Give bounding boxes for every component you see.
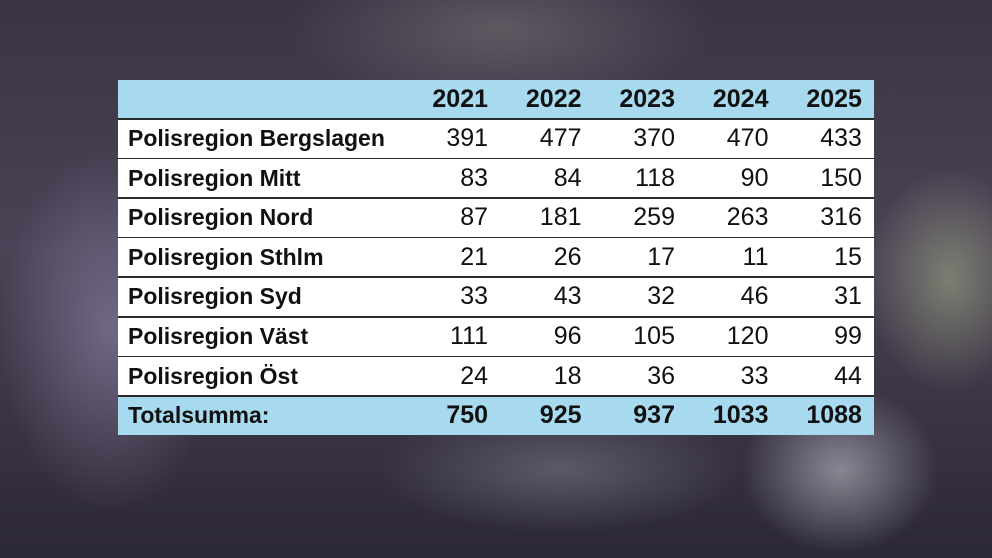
data-row: Polisregion Mitt 83 84 118 90 150 xyxy=(118,159,874,198)
table: 2021 2022 2023 2024 2025 Polisregion Bergslag… xyxy=(118,80,874,435)
cell-value: 1033 xyxy=(712,401,769,430)
row-label: Polisregion Bergslagen xyxy=(128,125,385,152)
cell-value: 33 xyxy=(740,361,769,390)
year-header: 2025 xyxy=(806,84,862,113)
data-row: Polisregion Nord 87 181 259 263 316 xyxy=(118,198,874,237)
cell-value: 84 xyxy=(553,163,582,192)
cell-value: 118 xyxy=(635,163,675,192)
cell-value: 26 xyxy=(553,242,582,271)
total-row: Totalsumma: 750 925 937 1033 1088 xyxy=(118,396,874,435)
cell-value: 11 xyxy=(742,242,769,271)
cell-value: 87 xyxy=(460,203,489,232)
data-row: Polisregion Syd 33 43 32 46 31 xyxy=(118,277,874,316)
cell-value: 31 xyxy=(834,282,862,311)
row-label: Polisregion Öst xyxy=(128,362,298,389)
data-row: Polisregion Väst 111 96 105 120 99 xyxy=(118,317,874,356)
cell-value: 17 xyxy=(647,242,675,271)
row-label: Totalsumma: xyxy=(128,402,270,429)
cell-value: 316 xyxy=(820,203,862,232)
year-header: 2021 xyxy=(432,84,489,113)
cell-value: 470 xyxy=(726,124,769,153)
year-header: 2024 xyxy=(712,84,769,113)
year-header: 2022 xyxy=(525,84,582,113)
cell-value: 90 xyxy=(740,163,769,192)
cell-value: 750 xyxy=(446,401,489,430)
cell-value: 43 xyxy=(553,282,582,311)
row-label: Polisregion Syd xyxy=(128,283,302,310)
data-row: Polisregion Bergslagen 391 477 370 470 433 xyxy=(118,119,874,158)
cell-value: 36 xyxy=(647,361,675,390)
cell-value: 15 xyxy=(834,242,862,271)
row-label: Polisregion Mitt xyxy=(128,164,301,191)
cell-value: 24 xyxy=(460,361,489,390)
cell-value: 150 xyxy=(820,163,862,192)
cell-value: 21 xyxy=(460,242,489,271)
cell-value: 370 xyxy=(633,124,675,153)
cell-value: 46 xyxy=(740,282,769,311)
cell-value: 937 xyxy=(633,401,675,430)
cell-value: 263 xyxy=(726,203,769,232)
cell-value: 83 xyxy=(460,163,489,192)
cell-value: 120 xyxy=(726,322,769,351)
data-row: Polisregion Öst 24 18 36 33 44 xyxy=(118,357,874,396)
cell-value: 32 xyxy=(647,282,675,311)
cell-value: 111 xyxy=(450,322,489,351)
cell-value: 44 xyxy=(834,361,862,390)
year-header: 2023 xyxy=(619,84,675,113)
cell-value: 181 xyxy=(539,203,582,232)
cell-value: 105 xyxy=(633,322,675,351)
cell-value: 99 xyxy=(834,322,862,351)
row-label: Polisregion Väst xyxy=(128,323,309,350)
cell-value: 925 xyxy=(539,401,582,430)
cell-value: 1088 xyxy=(806,401,862,430)
header-row: 2021 2022 2023 2024 2025 xyxy=(118,80,874,118)
cell-value: 96 xyxy=(553,322,582,351)
cell-value: 433 xyxy=(820,124,862,153)
cell-value: 259 xyxy=(633,203,675,232)
data-row: Polisregion Sthlm 21 26 17 11 15 xyxy=(118,238,874,277)
cell-value: 18 xyxy=(553,361,582,390)
cell-value: 33 xyxy=(460,282,489,311)
row-label: Polisregion Sthlm xyxy=(128,243,324,270)
cell-value: 391 xyxy=(446,124,489,153)
row-label: Polisregion Nord xyxy=(128,204,314,231)
cell-value: 477 xyxy=(539,124,582,153)
